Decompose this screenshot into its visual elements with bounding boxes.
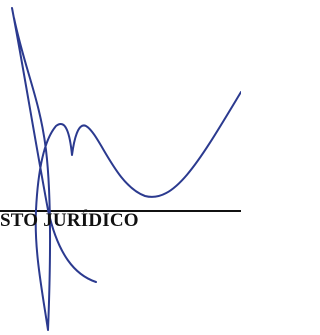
signature xyxy=(12,8,241,330)
signature-area xyxy=(0,0,241,335)
signature-label: STO JURÍDICO xyxy=(0,210,139,232)
page: STO JURÍDICO (() => { const data = JSON.… xyxy=(0,0,241,335)
